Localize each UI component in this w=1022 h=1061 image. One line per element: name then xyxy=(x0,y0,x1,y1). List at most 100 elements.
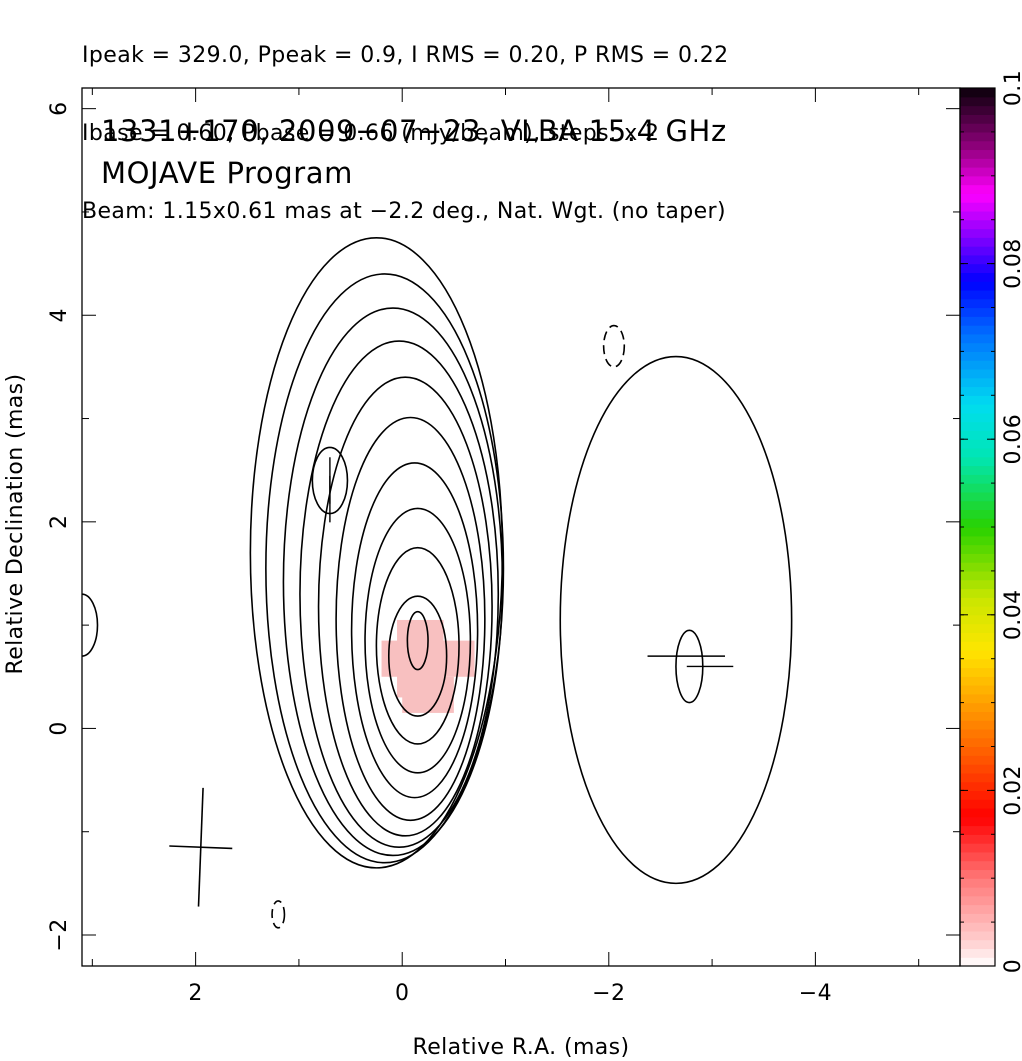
x-tick-label: −2 xyxy=(592,981,625,1006)
negative-contour xyxy=(271,900,286,929)
colorbar-cell xyxy=(960,728,995,739)
colorbar-cell xyxy=(960,395,995,405)
colorbar-cell xyxy=(960,702,995,712)
colorbar-cell xyxy=(960,483,995,493)
colorbar-cell xyxy=(960,957,995,967)
colorbar-cell xyxy=(960,807,995,818)
colorbar-cell xyxy=(960,342,995,352)
core-contour xyxy=(387,595,448,717)
colorbar-cell xyxy=(960,904,995,914)
edge-contour xyxy=(82,593,99,657)
colorbar-cell xyxy=(960,632,995,642)
colorbar-cell xyxy=(960,465,995,475)
colorbar-cell xyxy=(960,158,995,168)
core-contour xyxy=(364,507,472,774)
header-line-2: Ibase = 0.60, Pbase = 0.66 (mJy/beam), s… xyxy=(82,121,660,146)
core-contour xyxy=(265,273,505,864)
colorbar-cell xyxy=(960,281,995,291)
colorbar-cell xyxy=(960,895,995,906)
colorbar-tick-label: 0.02 xyxy=(1001,765,1022,816)
colorbar-cell xyxy=(960,922,995,932)
colorbar-cell xyxy=(960,404,995,414)
core-contour xyxy=(317,376,493,837)
core-contour xyxy=(249,236,504,869)
colorbar-cell xyxy=(960,368,995,379)
colorbar-tick-label: 0.04 xyxy=(1001,590,1022,641)
colorbar-cell xyxy=(960,219,995,230)
colorbar-cell xyxy=(960,843,995,853)
colorbar-cell xyxy=(960,869,995,879)
colorbar-cell xyxy=(960,114,995,124)
colorbar-cell xyxy=(960,860,995,871)
colorbar-cell xyxy=(960,193,995,203)
colorbar-cell xyxy=(960,878,995,888)
colorbar-cell xyxy=(960,237,995,247)
colorbar-cell xyxy=(960,421,995,432)
colorbar-cell xyxy=(960,167,995,177)
colorbar-cell xyxy=(960,123,995,133)
core-contour xyxy=(375,546,460,745)
map-panel xyxy=(82,236,793,929)
colorbar-cell xyxy=(960,720,995,730)
colorbar-cell xyxy=(960,886,995,897)
colorbar-tick-label: 0.1 xyxy=(1001,70,1022,106)
colorbar-cell xyxy=(960,360,995,370)
core-contour xyxy=(350,462,479,799)
plot-header: Ipeak = 329.0, Ppeak = 0.9, I RMS = 0.20… xyxy=(82,0,729,251)
colorbar-cell xyxy=(960,131,995,142)
colorbar-cell xyxy=(960,430,995,440)
colorbar-cell xyxy=(960,930,995,941)
header-line-1: Ipeak = 329.0, Ppeak = 0.9, I RMS = 0.20… xyxy=(82,43,729,68)
colorbar-cell xyxy=(960,606,995,616)
core-contour xyxy=(299,340,500,849)
colorbar-cell xyxy=(960,649,995,660)
colorbar-cell xyxy=(960,175,995,186)
halo-contour xyxy=(559,355,793,885)
colorbar-cell xyxy=(960,254,995,265)
y-tick-label: 6 xyxy=(47,101,72,115)
colorbar-tick-label: 0.06 xyxy=(1001,414,1022,465)
colorbar-cell xyxy=(960,105,995,115)
colorbar-cell xyxy=(960,948,995,958)
x-tick-label: 2 xyxy=(188,981,202,1006)
colorbar-tick-label: 0 xyxy=(1001,959,1022,973)
chart-title-line-1: 1331+170, 2009−07−23, VLBA 15.4 GHz xyxy=(101,114,727,148)
plot-frame xyxy=(81,87,961,967)
colorbar-cell xyxy=(960,289,995,300)
colorbar-cell xyxy=(960,562,995,572)
colorbar-cell xyxy=(960,711,995,721)
colorbar-cell xyxy=(960,377,995,388)
colorbar-cell xyxy=(960,140,995,151)
colorbar-cell xyxy=(960,447,995,458)
colorbar-cell xyxy=(960,307,995,317)
colorbar-cell xyxy=(960,685,995,695)
colorbar-cell xyxy=(960,202,995,212)
core-contour xyxy=(406,610,429,671)
colorbar-cell xyxy=(960,755,995,765)
colorbar-cell xyxy=(960,439,995,449)
colorbar-cell xyxy=(960,149,995,159)
colorbar-cell xyxy=(960,351,995,361)
colorbar-cell xyxy=(960,553,995,563)
colorbar-cell xyxy=(960,474,995,484)
colorbar-cell xyxy=(960,588,995,598)
colorbar-cell xyxy=(960,772,995,783)
colorbar-cell xyxy=(960,96,995,107)
colorbar-cell xyxy=(960,228,995,238)
y-axis-label: Relative Declination (mas) xyxy=(3,373,28,674)
y-tick-label: 2 xyxy=(47,515,72,529)
x-axis-label: Relative R.A. (mas) xyxy=(413,1035,630,1060)
colorbar-cell xyxy=(960,535,995,546)
colorbar-cell xyxy=(960,667,995,677)
y-tick-label: 4 xyxy=(47,308,72,322)
colorbar-cell xyxy=(960,737,995,748)
colorbar-cell xyxy=(960,210,995,221)
x-tick-label: 0 xyxy=(395,981,409,1006)
colorbar-cell xyxy=(960,781,995,791)
colorbar-cell xyxy=(960,333,995,344)
colorbar-cell xyxy=(960,825,995,835)
colorbar-cell xyxy=(960,676,995,686)
colorbar-cell xyxy=(960,184,995,194)
colorbar-cell xyxy=(960,834,995,844)
colorbar-cell xyxy=(960,500,995,511)
